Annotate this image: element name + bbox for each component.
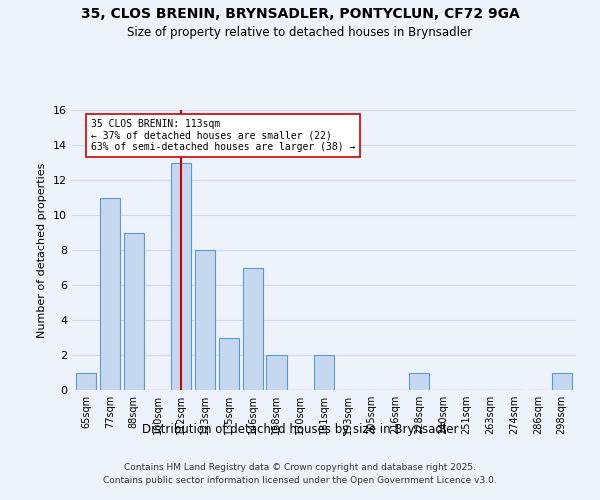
Bar: [314, 355, 334, 390]
Bar: [219, 338, 239, 390]
Text: Distribution of detached houses by size in Brynsadler: Distribution of detached houses by size …: [142, 422, 458, 436]
Text: Contains HM Land Registry data © Crown copyright and database right 2025.: Contains HM Land Registry data © Crown c…: [124, 462, 476, 471]
Text: Contains public sector information licensed under the Open Government Licence v3: Contains public sector information licen…: [103, 476, 497, 485]
Bar: [409, 372, 429, 390]
Bar: [195, 250, 215, 390]
Bar: [100, 198, 120, 390]
Bar: [551, 372, 572, 390]
Bar: [266, 355, 287, 390]
Text: 35 CLOS BRENIN: 113sqm
← 37% of detached houses are smaller (22)
63% of semi-det: 35 CLOS BRENIN: 113sqm ← 37% of detached…: [91, 118, 355, 152]
Bar: [171, 162, 191, 390]
Text: Size of property relative to detached houses in Brynsadler: Size of property relative to detached ho…: [127, 26, 473, 39]
Y-axis label: Number of detached properties: Number of detached properties: [37, 162, 47, 338]
Bar: [76, 372, 97, 390]
Text: 35, CLOS BRENIN, BRYNSADLER, PONTYCLUN, CF72 9GA: 35, CLOS BRENIN, BRYNSADLER, PONTYCLUN, …: [80, 8, 520, 22]
Bar: [242, 268, 263, 390]
Bar: [124, 232, 144, 390]
